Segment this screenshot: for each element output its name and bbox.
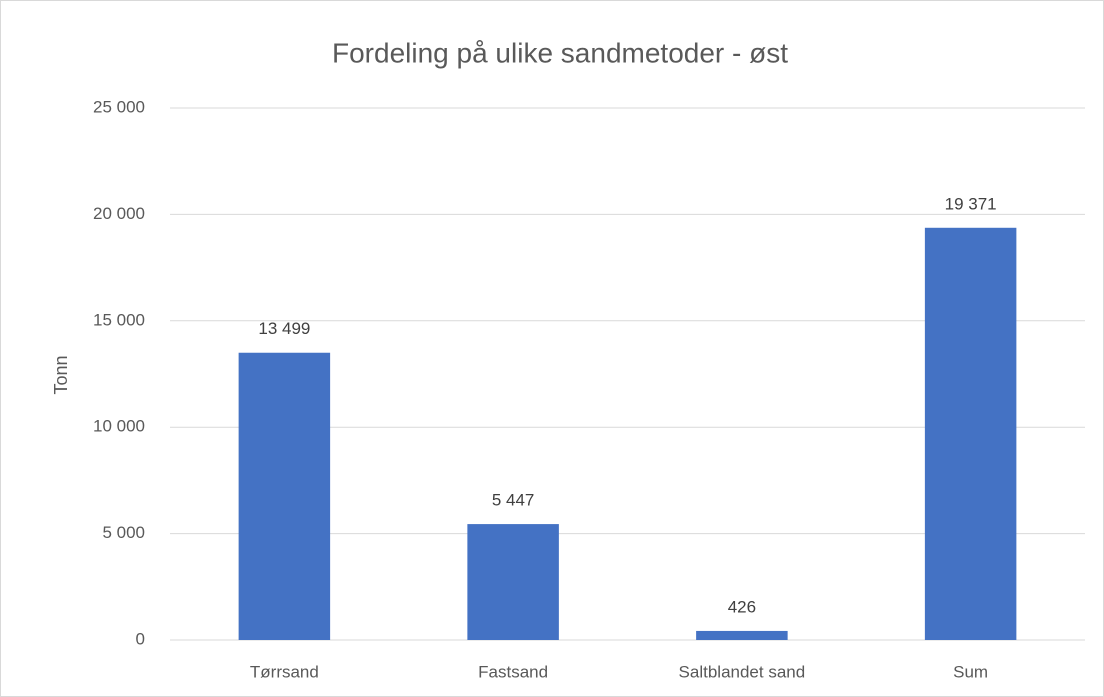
y-tick-label: 25 000 bbox=[93, 97, 145, 116]
data-label: 5 447 bbox=[492, 491, 535, 510]
y-tick-label: 20 000 bbox=[93, 204, 145, 223]
y-tick-label: 5 000 bbox=[102, 523, 145, 542]
chart-title: Fordeling på ulike sandmetoder - øst bbox=[332, 37, 788, 68]
bar bbox=[924, 227, 1017, 640]
bar bbox=[467, 524, 559, 640]
x-tick-label: Tørrsand bbox=[250, 662, 319, 681]
x-tick-label: Saltblandet sand bbox=[679, 662, 806, 681]
y-tick-label: 0 bbox=[136, 629, 145, 648]
bar bbox=[238, 352, 331, 640]
data-label: 426 bbox=[728, 597, 756, 616]
y-axis-label: Tonn bbox=[51, 355, 71, 394]
data-label: 19 371 bbox=[945, 194, 997, 213]
y-tick-label: 15 000 bbox=[93, 310, 145, 329]
y-tick-label: 10 000 bbox=[93, 417, 145, 436]
x-tick-label: Fastsand bbox=[478, 662, 548, 681]
bar bbox=[696, 630, 788, 640]
data-label: 13 499 bbox=[258, 319, 310, 338]
x-tick-label: Sum bbox=[953, 662, 988, 681]
